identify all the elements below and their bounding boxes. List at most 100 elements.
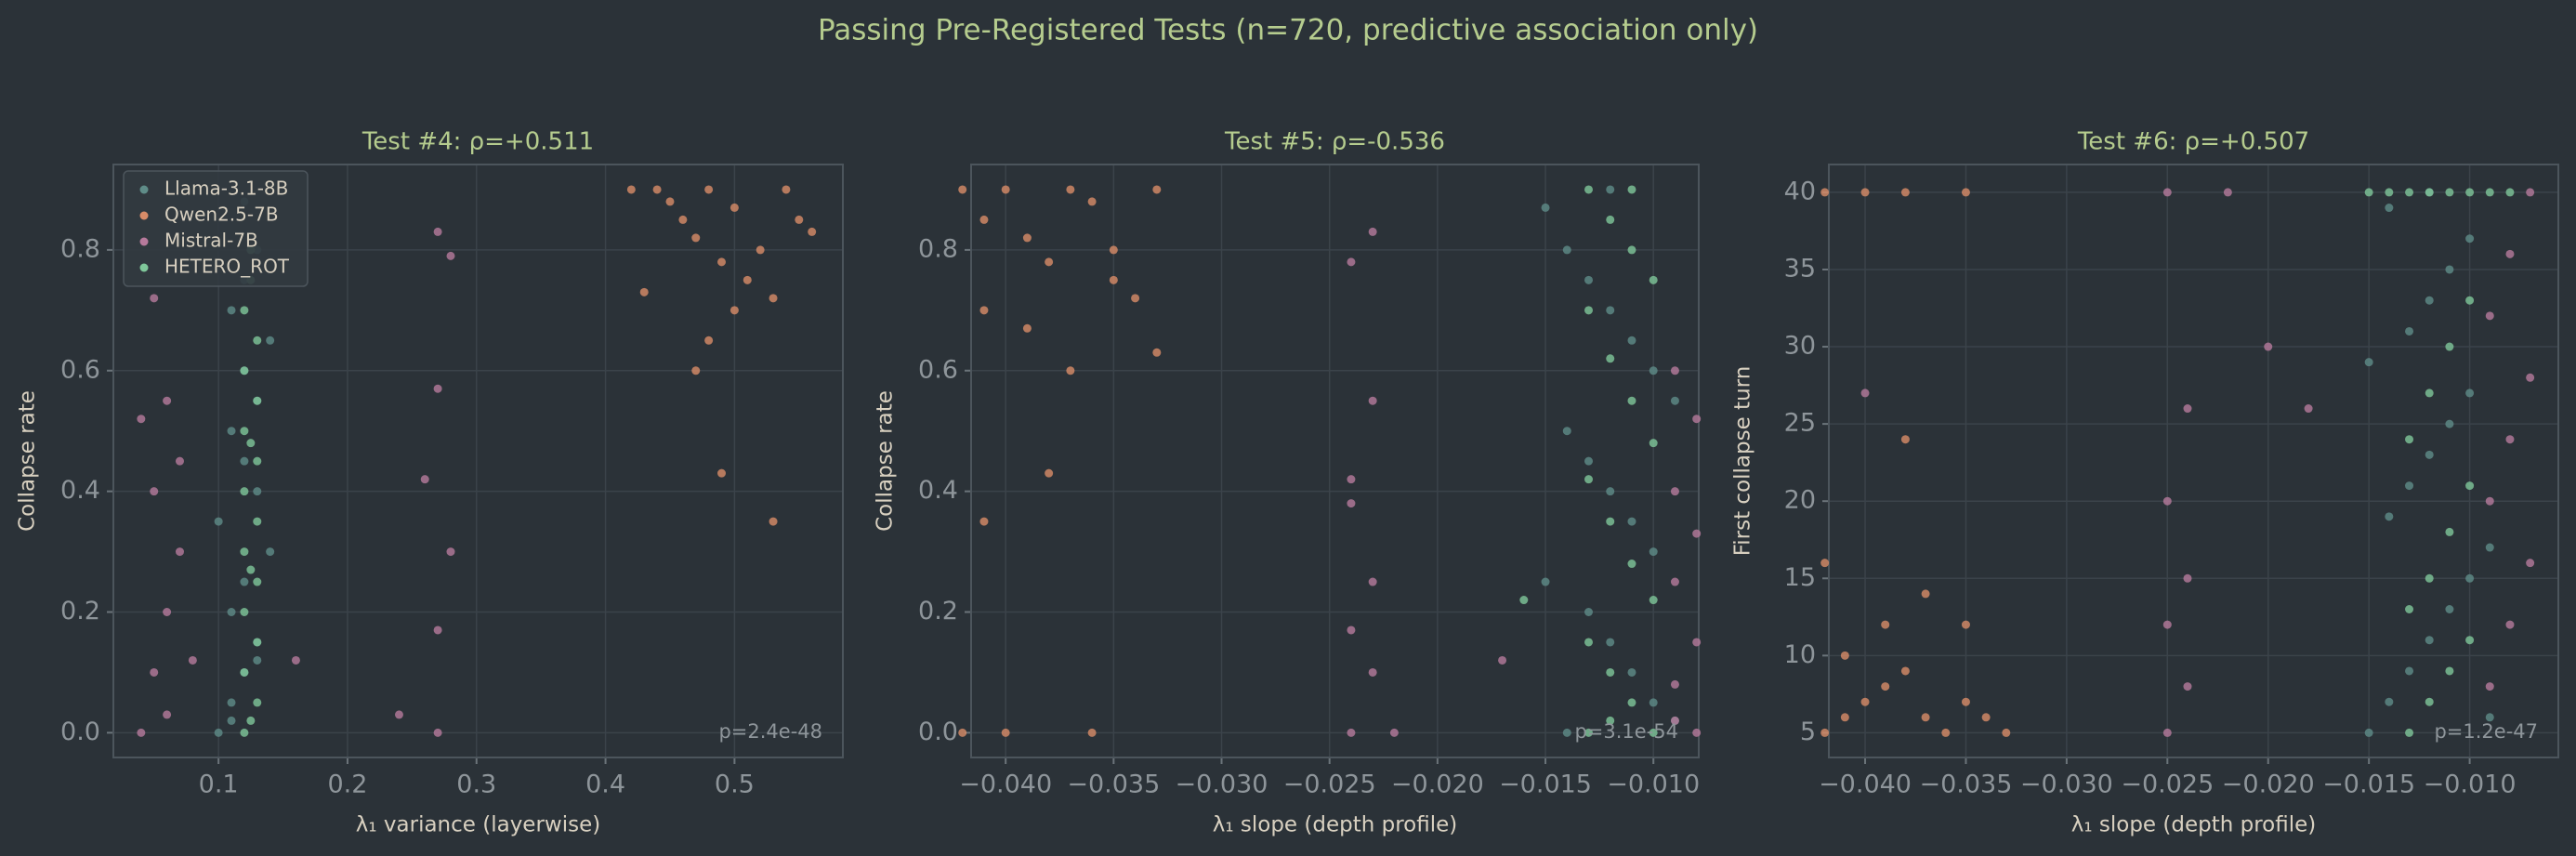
x-tick-label: −0.010	[2424, 770, 2517, 799]
point	[1921, 589, 1930, 599]
x-tick-label: −0.030	[2020, 770, 2113, 799]
point	[240, 366, 249, 375]
point	[1820, 188, 1830, 197]
point	[1840, 713, 1849, 722]
point	[1131, 294, 1140, 303]
legend-marker	[139, 263, 149, 272]
point	[795, 215, 804, 224]
subplot: 0.00.20.40.60.8−0.040 −0.035 −0.030 −0.025−…	[874, 128, 1702, 837]
point	[2465, 388, 2475, 398]
point	[2445, 605, 2454, 613]
point	[2002, 728, 2011, 737]
point	[1368, 227, 1377, 236]
legend-box	[123, 170, 309, 287]
point	[253, 517, 262, 526]
point	[2485, 496, 2494, 506]
point	[1900, 435, 1910, 444]
point	[1606, 354, 1615, 363]
point	[2526, 188, 2535, 197]
point	[2465, 481, 2475, 491]
x-axis-label: λ₁ variance (layerwise)	[356, 813, 600, 837]
point	[2425, 296, 2434, 305]
point	[1692, 728, 1702, 737]
point	[2465, 234, 2475, 244]
point	[240, 427, 249, 436]
point	[1001, 728, 1010, 737]
point	[2425, 697, 2434, 706]
y-tick-label: 0.8	[60, 234, 100, 263]
point	[1860, 188, 1870, 197]
point	[1584, 306, 1594, 315]
point	[1109, 275, 1118, 284]
point	[2445, 188, 2454, 197]
point	[433, 384, 442, 393]
point	[704, 185, 714, 194]
point	[1961, 620, 1970, 629]
point	[240, 577, 249, 586]
point	[1692, 529, 1702, 538]
subplot-title: Test #6: ρ=+0.507	[2077, 128, 2309, 156]
point	[958, 728, 967, 737]
point	[1649, 439, 1658, 448]
legend-label: Mistral-7B	[164, 230, 258, 252]
point	[2505, 249, 2515, 258]
point	[743, 275, 752, 284]
point	[1541, 577, 1550, 586]
point	[150, 294, 159, 303]
point	[1584, 456, 1594, 466]
axes-frame	[1828, 164, 2559, 758]
point	[253, 655, 262, 665]
point	[253, 396, 262, 405]
point	[2364, 358, 2373, 367]
legend-marker	[139, 211, 149, 220]
point	[150, 667, 159, 677]
point	[137, 728, 146, 737]
point	[2465, 636, 2475, 645]
point	[1840, 651, 1849, 660]
point	[1649, 366, 1658, 375]
point	[188, 655, 197, 665]
y-tick-label: 35	[1784, 254, 1816, 283]
point	[1900, 188, 1910, 197]
x-axis-label: λ₁ slope (depth profile)	[1213, 813, 1458, 837]
point	[240, 456, 249, 466]
point	[1820, 728, 1830, 737]
point	[979, 306, 989, 315]
point	[769, 517, 778, 526]
point	[1606, 517, 1615, 526]
point	[1498, 655, 1507, 665]
point	[1627, 560, 1636, 569]
y-tick-label: 0.8	[918, 234, 958, 263]
point	[433, 626, 442, 635]
point	[1109, 245, 1118, 255]
point	[214, 728, 223, 737]
point	[1627, 185, 1636, 194]
point	[266, 336, 275, 345]
x-axis-label: λ₁ slope (depth profile)	[2071, 813, 2317, 837]
point	[1900, 666, 1910, 676]
point	[1692, 638, 1702, 647]
point	[175, 547, 184, 557]
y-tick-label: 40	[1784, 177, 1816, 205]
point	[1627, 245, 1636, 255]
point	[1347, 257, 1356, 267]
point	[1981, 713, 1991, 722]
point	[979, 215, 989, 224]
point	[1584, 185, 1594, 194]
legend-marker	[139, 237, 149, 246]
point	[1961, 697, 1970, 706]
point	[2385, 204, 2394, 213]
point	[691, 233, 701, 243]
point	[1389, 728, 1399, 737]
point	[433, 728, 442, 737]
x-tick-label: −0.020	[2222, 770, 2315, 799]
legend-label: Llama-3.1-8B	[164, 178, 288, 200]
point	[665, 197, 675, 206]
point	[227, 427, 236, 436]
point	[1001, 185, 1010, 194]
point	[2445, 265, 2454, 274]
subplot-title: Test #5: ρ=-0.536	[1224, 128, 1445, 156]
x-tick-label: 0.5	[715, 770, 755, 799]
point	[1860, 697, 1870, 706]
point	[1022, 323, 1032, 333]
